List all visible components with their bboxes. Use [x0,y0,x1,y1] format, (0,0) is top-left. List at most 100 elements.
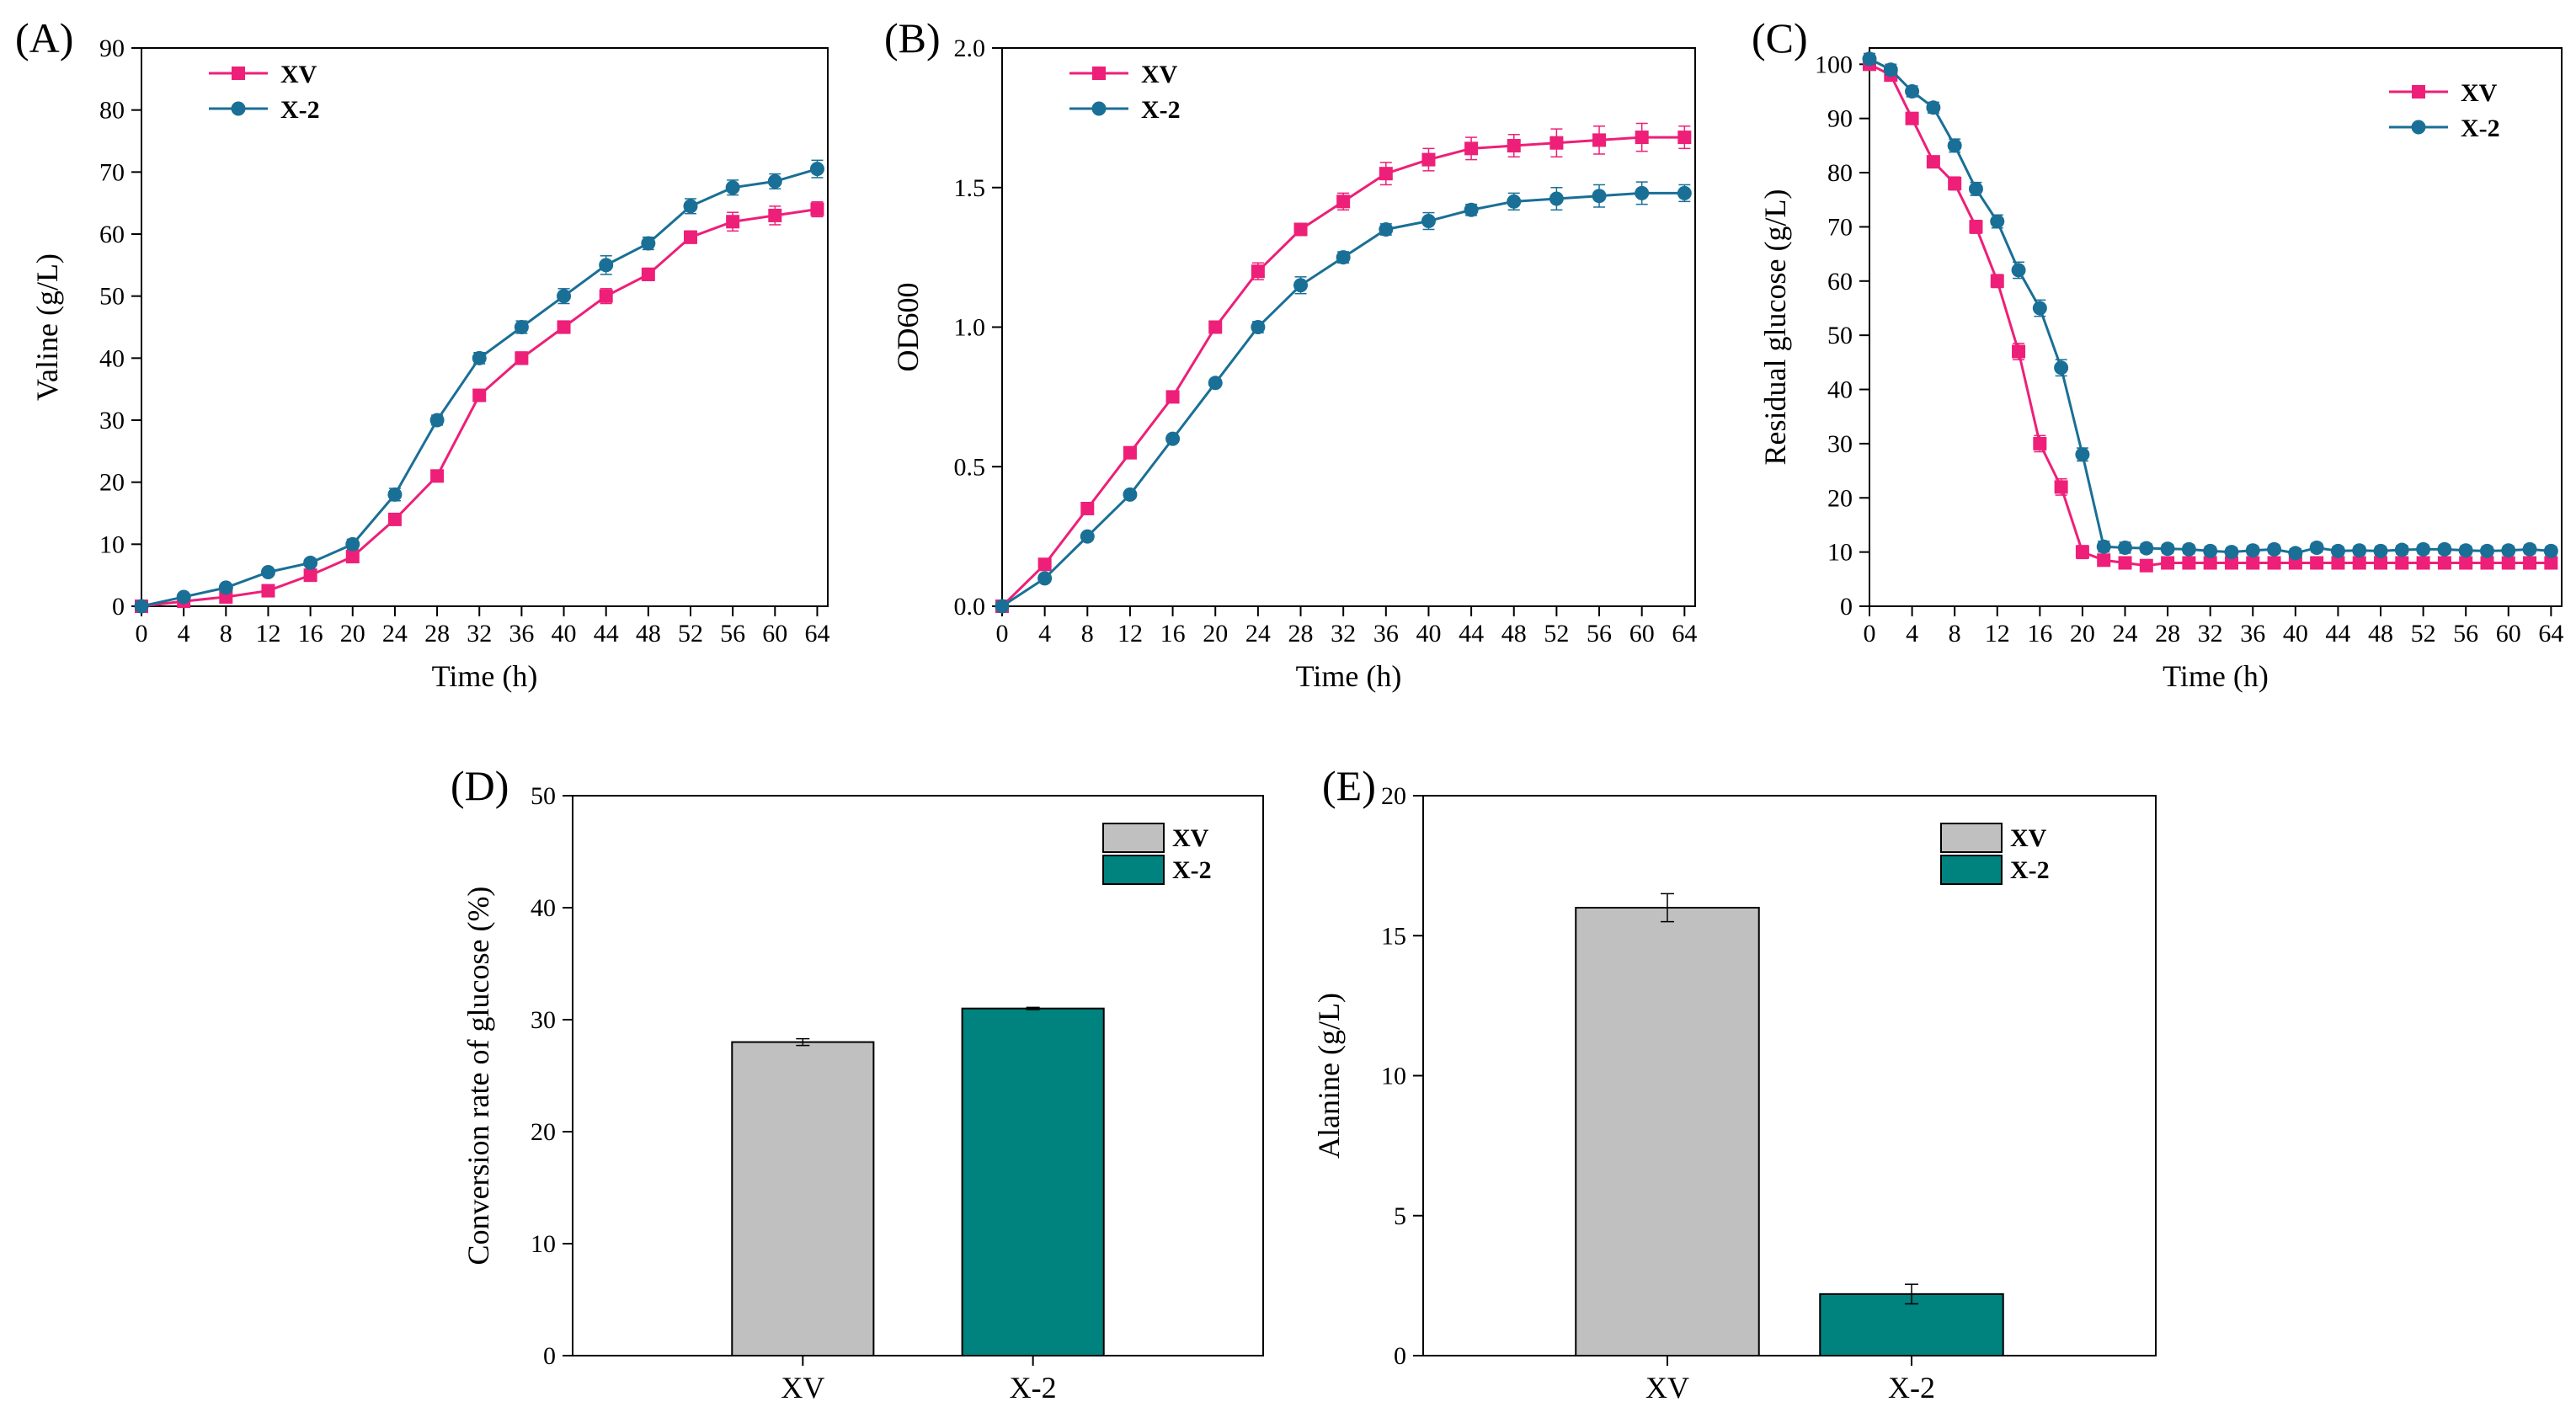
data-point [2267,541,2282,557]
panel-label: (A) [15,14,73,61]
data-point [303,568,317,583]
x-tick-label: 56 [2453,620,2478,648]
data-point [1165,431,1181,446]
data-point [1080,501,1095,515]
data-point [2330,543,2345,558]
series-x-2 [1862,51,2558,561]
y-tick-label: 30 [1827,430,1853,458]
data-point [1969,220,1983,234]
data-point [218,580,233,595]
data-point [2437,556,2451,570]
y-tick-label: 0 [1394,1342,1406,1370]
plot-frame [1869,47,2563,607]
x-tick-label: 48 [636,620,661,648]
series-line [141,168,818,608]
data-point [995,599,1010,614]
series-xv [135,200,824,613]
data-point [641,236,656,251]
legend-marker [231,101,246,116]
chart-c: (C)0 4 8 12 16 20 24 28 32 36 40 44 48 52 56 60 64010203… [1752,14,2563,693]
data-point [176,589,191,605]
x-tick-label: 4 [1038,620,1051,648]
data-point [2416,541,2431,557]
y-tick-label: 1.0 [954,314,986,342]
data-point [1635,185,1650,200]
data-point [429,413,445,428]
y-tick-label: 80 [99,97,125,125]
data-point [557,320,571,334]
y-tick-label: 20 [1381,782,1406,810]
x-tick-label: 52 [678,620,703,648]
data-point [303,555,318,570]
x-tick-label: 36 [1373,620,1399,648]
data-point [2245,543,2260,558]
data-point [1926,100,1941,115]
series-xv [1863,57,2558,573]
data-point [2182,556,2196,570]
data-point [684,230,697,244]
data-point [2139,558,2153,573]
data-point [2054,360,2069,376]
data-point [809,162,824,177]
data-point [2139,541,2154,556]
y-tick-label: 10 [99,530,125,558]
x-tick-label: 12 [1985,620,2010,648]
data-point [1037,571,1053,586]
x-tick-label: 20 [340,620,365,648]
data-point [1464,202,1479,217]
data-point [2373,543,2388,558]
legend-label: XV [2461,79,2498,107]
legend-item: X-2 [209,96,320,124]
x-tick-label: 52 [2411,620,2436,648]
x-tick-label: 48 [1501,620,1527,648]
data-point [1379,221,1394,237]
data-point [2437,541,2452,557]
x-tick-label: 0 [1864,620,1876,648]
x-tick-label: 36 [2240,620,2265,648]
x-tick-label: 24 [382,620,408,648]
data-point [472,388,487,402]
data-point [1549,136,1564,150]
x-tick-label: 48 [2368,620,2393,648]
chart-b: (B)0 4 8 12 16 20 24 28 32 36 40 44 48 52 56 60 640.00.5… [884,14,1697,693]
x-tick-label: 4 [178,620,190,648]
data-point [515,351,529,365]
data-point [1592,133,1607,147]
data-point [725,180,740,195]
data-point [1293,278,1309,293]
legend-item: X-2 [1069,96,1181,124]
x-tick-label: 0 [136,620,148,648]
data-point [2309,540,2324,555]
data-point [2054,480,2068,494]
data-point [2374,556,2388,570]
data-point [2459,556,2473,570]
data-point [2395,556,2409,570]
data-point [1990,214,2005,229]
legend-label: XV [1141,61,1178,88]
data-point [683,199,698,214]
data-point [2012,344,2026,359]
data-point [1080,529,1095,544]
x-tick-label: 52 [1544,620,1569,648]
y-tick-label: 1.5 [954,174,986,202]
data-point [1507,194,1522,209]
y-tick-label: 50 [531,782,556,810]
y-tick-label: 80 [1827,159,1853,187]
series-line [1869,62,2552,568]
legend-label: XV [1172,824,1209,852]
legend-item: X-2 [1102,855,1212,885]
legend-swatch [1940,823,2003,853]
data-point [1208,320,1223,334]
legend-label: XV [280,61,317,88]
legend-label: X-2 [1141,96,1181,124]
data-point [1421,152,1436,167]
x-tick-label: 40 [2283,620,2308,648]
data-point [1883,62,1898,77]
y-tick-label: 90 [1827,105,1853,133]
x-axis-title: Time (h) [2163,659,2269,693]
plot-frame [141,47,829,607]
y-tick-label: 30 [531,1006,556,1034]
data-point [2267,556,2281,570]
data-point [2543,543,2558,558]
